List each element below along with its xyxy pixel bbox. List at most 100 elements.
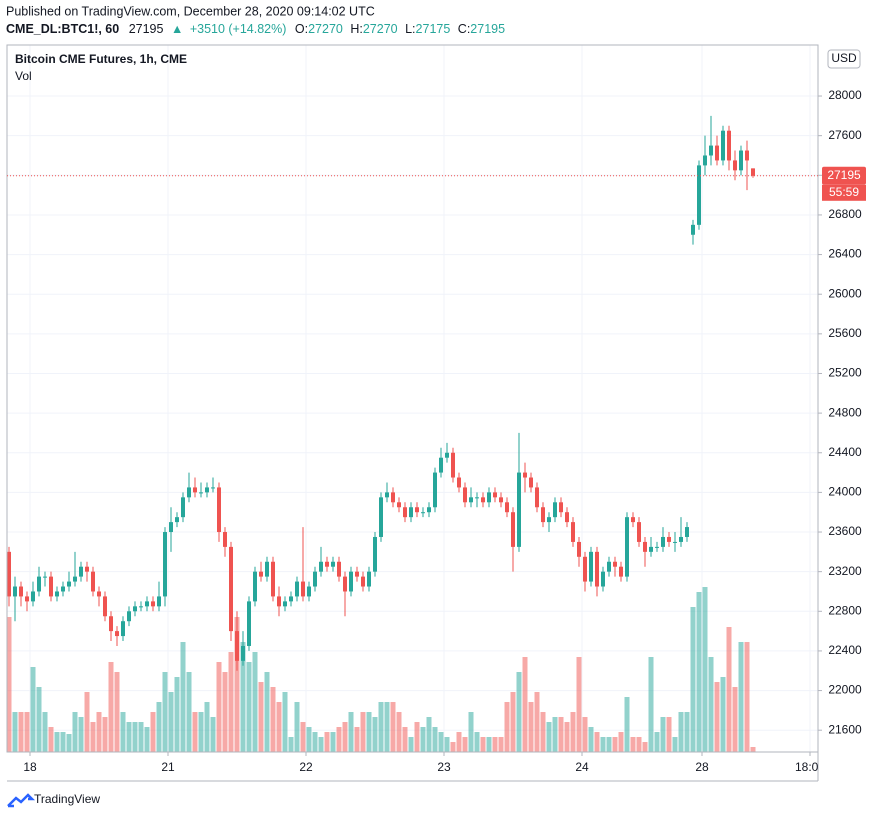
volume-bar bbox=[252, 652, 258, 752]
candle-body bbox=[271, 561, 275, 597]
candle-body bbox=[703, 155, 707, 166]
volume-bar bbox=[222, 672, 228, 752]
candle-body bbox=[751, 168, 755, 176]
candle-body bbox=[355, 571, 359, 577]
candle-body bbox=[253, 571, 257, 602]
volume-bar bbox=[540, 712, 546, 752]
volume-bar bbox=[456, 732, 462, 752]
candle-body bbox=[529, 477, 533, 488]
volume-bar bbox=[240, 642, 246, 752]
volume-bar bbox=[342, 722, 348, 752]
volume-bar bbox=[552, 717, 558, 752]
y-tick-label: 24800 bbox=[828, 405, 862, 419]
candle-body bbox=[169, 522, 173, 533]
y-tick-label: 22800 bbox=[828, 603, 862, 617]
currency-box[interactable] bbox=[827, 49, 861, 69]
x-tick-label: 23 bbox=[437, 760, 451, 774]
countdown: 55:59 bbox=[829, 185, 859, 199]
candle-body bbox=[79, 566, 83, 577]
y-tick-label: 22400 bbox=[828, 643, 862, 657]
candle-body bbox=[667, 536, 671, 542]
volume-bar bbox=[582, 717, 588, 752]
volume-bar bbox=[174, 677, 180, 752]
volume-bar bbox=[120, 712, 126, 752]
symbol: CME_DL:BTC1!, 60 bbox=[6, 22, 119, 36]
candle-body bbox=[157, 596, 161, 607]
volume-bar bbox=[258, 682, 264, 752]
close-value: 27195 bbox=[470, 22, 505, 36]
candle-body bbox=[199, 492, 203, 494]
candle-body bbox=[7, 551, 11, 597]
candle-body bbox=[25, 596, 29, 602]
candle-body bbox=[457, 477, 461, 488]
candle-body bbox=[499, 497, 503, 503]
volume-bar bbox=[132, 722, 138, 752]
volume-bar bbox=[660, 717, 666, 752]
volume-bar bbox=[654, 732, 660, 752]
volume-bar bbox=[588, 727, 594, 752]
volume-bar bbox=[294, 702, 300, 752]
candle-body bbox=[673, 541, 677, 543]
candle-body bbox=[379, 497, 383, 537]
candle-body bbox=[265, 561, 269, 577]
y-tick-label: 23600 bbox=[828, 524, 862, 538]
volume-bar bbox=[708, 657, 714, 752]
volume-bar bbox=[18, 712, 24, 752]
y-tick-label: 27600 bbox=[828, 128, 862, 142]
volume-bar bbox=[696, 592, 702, 752]
candle-body bbox=[283, 601, 287, 607]
candle-body bbox=[727, 130, 731, 161]
candle-body bbox=[85, 566, 89, 572]
volume-bar bbox=[702, 587, 708, 752]
volume-bar bbox=[108, 662, 114, 752]
candle-body bbox=[553, 502, 557, 518]
volume-bar bbox=[600, 737, 606, 752]
candle-body bbox=[163, 532, 167, 597]
close-label: C: bbox=[458, 22, 471, 36]
candle-body bbox=[685, 527, 689, 537]
candle-body bbox=[409, 507, 413, 518]
symbol-line: CME_DL:BTC1!, 60 27195 ▲ +3510 (+14.82%)… bbox=[6, 22, 505, 36]
candle-body bbox=[613, 561, 617, 567]
x-tick-label: 28 bbox=[695, 760, 709, 774]
time-axis: 18 21 22 23 24 28 18:00 bbox=[23, 752, 818, 774]
volume-bar bbox=[720, 677, 726, 752]
candle-body bbox=[73, 576, 77, 582]
volume-bar bbox=[234, 617, 240, 752]
candle-body bbox=[151, 601, 155, 607]
volume-bar bbox=[90, 722, 96, 752]
volume-bar bbox=[96, 712, 102, 752]
volume-bar bbox=[282, 692, 288, 752]
candle-body bbox=[421, 512, 425, 514]
volume-bar bbox=[750, 747, 756, 752]
candle-body bbox=[709, 145, 713, 156]
candle-body bbox=[619, 566, 623, 577]
volume-bar bbox=[396, 712, 402, 752]
candle-body bbox=[13, 586, 17, 597]
currency: USD bbox=[831, 51, 857, 65]
candle-body bbox=[139, 606, 143, 608]
candle-body bbox=[211, 487, 215, 489]
volume-bar bbox=[336, 727, 342, 752]
volume-bar bbox=[564, 722, 570, 752]
candle-body bbox=[475, 497, 479, 499]
candle-body bbox=[121, 621, 125, 637]
volume-bar bbox=[492, 737, 498, 752]
volume-bar bbox=[444, 737, 450, 752]
last-price-box bbox=[822, 166, 866, 185]
published-line: Published on TradingView.com, December 2… bbox=[6, 4, 375, 18]
candle-body bbox=[67, 581, 71, 587]
volume-bar bbox=[642, 742, 648, 752]
last-price: 27195 bbox=[129, 22, 164, 36]
y-tick-label: 21600 bbox=[828, 722, 862, 736]
candle-body bbox=[511, 512, 515, 547]
y-tick-label: 26400 bbox=[828, 247, 862, 261]
volume-bar bbox=[78, 717, 84, 752]
candle-body bbox=[691, 224, 695, 235]
volume-bar bbox=[288, 737, 294, 752]
volume-bar bbox=[312, 732, 318, 752]
volume-bar bbox=[462, 737, 468, 752]
y-tick-label: 25200 bbox=[828, 366, 862, 380]
volume-bar bbox=[480, 737, 486, 752]
